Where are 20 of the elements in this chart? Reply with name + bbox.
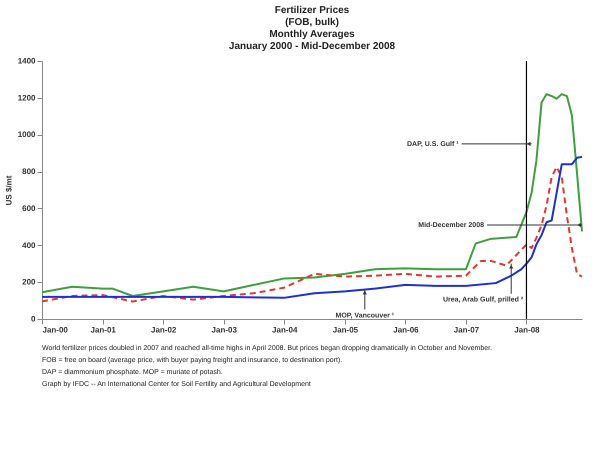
x-tick-label: Jan-03 xyxy=(212,326,238,334)
chart-title: Fertilizer Prices (FOB, bulk) Monthly Averages January 2000 - Mid-December 2008 xyxy=(228,5,396,52)
y-tick-label: 400 xyxy=(22,240,36,250)
y-tick-label: 1000 xyxy=(18,130,36,140)
y-tick-label: 0 xyxy=(31,314,36,324)
x-tick-label: Jan-08 xyxy=(514,326,540,334)
x-tick-label: Jan-02 xyxy=(151,326,177,334)
line-series xyxy=(41,93,583,297)
x-tick-label: Jan-06 xyxy=(393,326,420,334)
x-tick-label: Jan-04 xyxy=(272,326,298,334)
y-tick-label: 200 xyxy=(22,278,36,287)
y-tick-label: 1400 xyxy=(18,56,36,66)
x-tick-label: Jan-00 xyxy=(42,326,68,334)
y-axis-title: US $/mt xyxy=(4,175,14,206)
x-tick-label: Jan-01 xyxy=(90,326,116,334)
y-tick-label: 800 xyxy=(22,167,36,176)
x-tick-label: Jan-05 xyxy=(332,326,359,334)
x-tick-label: Jan-07 xyxy=(454,326,480,334)
y-tick-label: 600 xyxy=(22,204,36,213)
y-tick-label: 1200 xyxy=(18,93,36,102)
